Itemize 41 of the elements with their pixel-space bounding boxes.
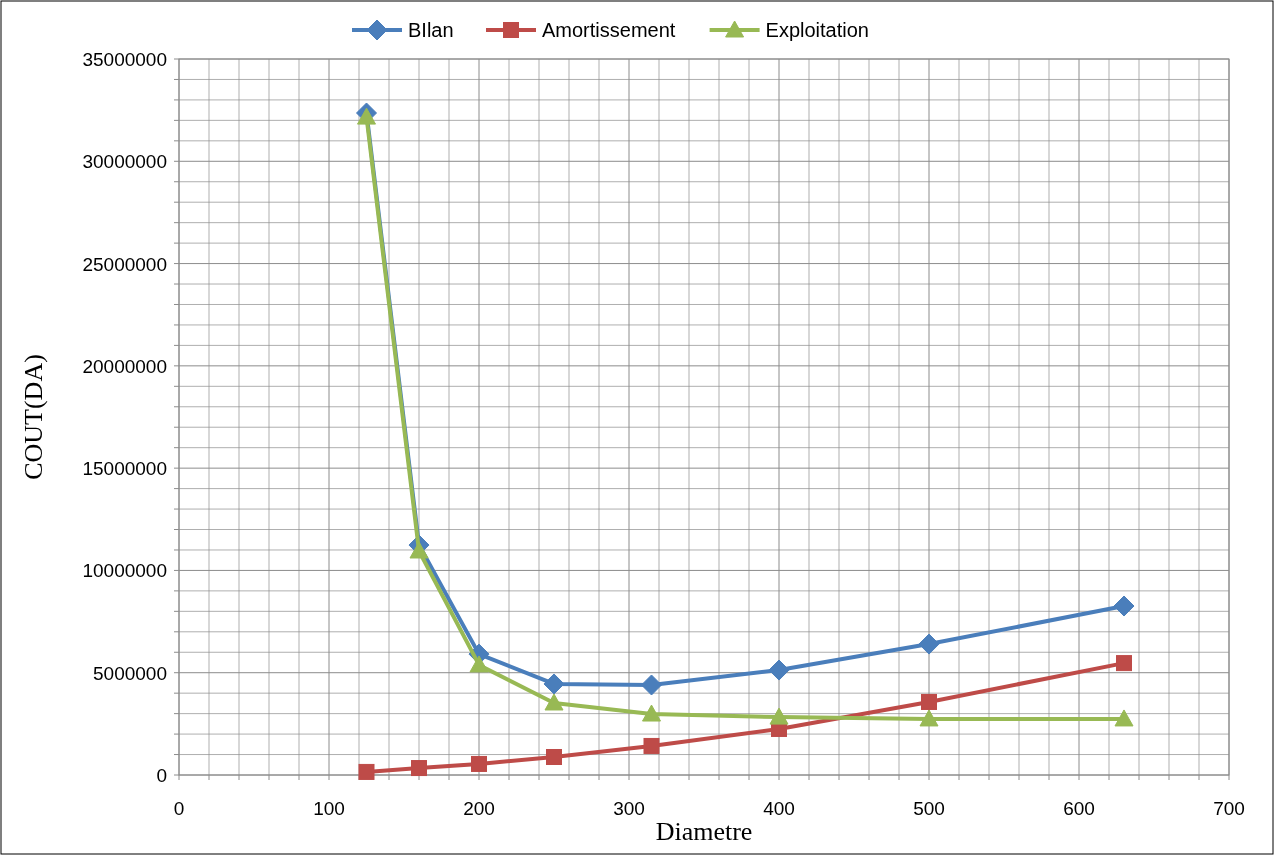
y-tick-label: 15000000: [82, 458, 167, 480]
point: [544, 693, 564, 711]
x-axis-title: Diametre: [655, 817, 753, 846]
point: [358, 763, 375, 780]
y-tick-label: 5000000: [93, 662, 167, 684]
legend-label: Amortissement: [542, 19, 676, 41]
point: [641, 674, 662, 696]
x-tick-label: 700: [1213, 798, 1245, 819]
point: [411, 760, 427, 777]
point: [642, 704, 661, 722]
y-tick-label: 35000000: [82, 49, 167, 70]
point: [1116, 655, 1132, 672]
point: [471, 755, 487, 772]
point: [918, 633, 940, 655]
x-tick-label: 0: [173, 798, 185, 819]
legend-label: Exploitation: [765, 19, 870, 41]
y-tick-label: 30000000: [82, 151, 167, 173]
point: [768, 659, 790, 681]
y-axis-title: COUT(DA): [19, 354, 48, 480]
x-tick-label: 100: [313, 798, 345, 819]
legend-label: BIlan: [408, 19, 454, 41]
point: [1114, 709, 1134, 727]
point: [919, 709, 939, 727]
x-tick-label: 300: [613, 798, 645, 819]
y-tick-label: 10000000: [82, 560, 167, 582]
y-tick-label: 20000000: [82, 355, 167, 377]
point: [1113, 595, 1135, 617]
x-tick-label: 600: [1063, 798, 1095, 819]
point: [469, 655, 489, 673]
x-tick-label: 500: [913, 798, 945, 819]
point: [643, 737, 660, 754]
y-tick-label: 0: [156, 765, 167, 786]
point: [921, 693, 937, 710]
point: [357, 107, 376, 125]
y-tick-label: 25000000: [82, 253, 167, 275]
point: [769, 707, 789, 725]
point: [409, 541, 429, 559]
point: [546, 749, 562, 765]
x-tick-label: 200: [463, 798, 495, 819]
point: [543, 673, 565, 695]
x-tick-label: 400: [763, 798, 795, 819]
